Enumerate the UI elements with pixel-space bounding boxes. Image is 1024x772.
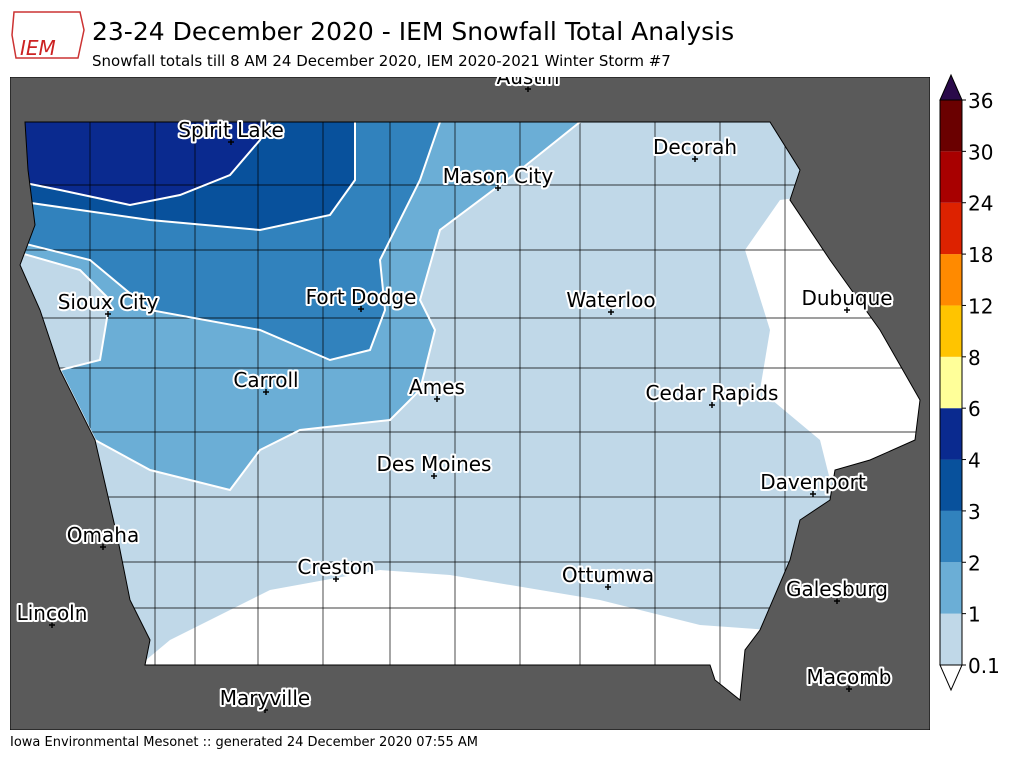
colorbar-tick-label: 3 <box>968 500 981 524</box>
city-label: Ottumwa <box>562 563 654 587</box>
city-label: Mason City <box>443 164 554 188</box>
city-label: Galesburg <box>786 577 888 601</box>
city-marker <box>358 306 364 312</box>
city-marker <box>709 402 715 408</box>
city-marker <box>846 686 852 692</box>
colorbar-tick-label: 30 <box>968 140 993 164</box>
city-marker <box>434 396 440 402</box>
city-marker <box>333 576 339 582</box>
colorbar-segment <box>940 100 962 152</box>
colorbar-segment <box>940 562 962 614</box>
colorbar-segment <box>940 202 962 255</box>
city-label: Carroll <box>233 368 298 392</box>
city-marker <box>228 139 234 145</box>
map: Austin Spirit Lake Decorah Mason City Sioux … <box>10 65 930 730</box>
colorbar-tick-label: 36 <box>968 89 993 113</box>
city-label: Omaha <box>67 523 139 547</box>
colorbar-frame <box>939 99 963 666</box>
city-label: Decorah <box>653 135 737 159</box>
cities: Austin Spirit Lake Decorah Mason City Sioux … <box>15 65 895 713</box>
colorbar-tick-label: 4 <box>968 449 981 473</box>
colorbar-segment <box>940 408 962 460</box>
colorbar-segment <box>940 613 962 665</box>
logo: IEM <box>11 11 85 60</box>
colorbar-segment <box>940 510 962 563</box>
city-marker <box>605 584 611 590</box>
colorbar-tick-label: 12 <box>968 294 993 318</box>
colorbar-tick-label: 24 <box>968 192 993 216</box>
logo-text: IEM <box>20 36 56 60</box>
colorbar-segment <box>940 151 962 203</box>
city-label: Waterloo <box>566 288 655 312</box>
city-marker <box>692 156 698 162</box>
city-label: Maryville <box>220 686 310 710</box>
colorbar-tick-label: 18 <box>968 243 993 267</box>
city-marker <box>49 622 55 628</box>
city-label: Ames <box>409 375 465 399</box>
city-label: Sioux City <box>58 290 159 314</box>
subtitle: Snowfall totals till 8 AM 24 December 20… <box>92 52 671 70</box>
city-marker <box>431 473 437 479</box>
city-label: Lincoln <box>17 601 88 625</box>
city-label: Fort Dodge <box>306 285 417 309</box>
colorbar-tick-label: 8 <box>968 346 981 370</box>
city-marker <box>495 185 501 191</box>
city-label: Creston <box>297 555 374 579</box>
city-label: Dubuque <box>801 286 892 310</box>
colorbar-tick-label: 2 <box>968 551 981 575</box>
colorbar-segment <box>940 356 962 409</box>
city-label: Austin <box>497 65 560 89</box>
colorbar-segment <box>940 459 962 511</box>
footer: Iowa Environmental Mesonet :: generated … <box>10 735 478 750</box>
colorbar-tick-label: 1 <box>968 603 981 627</box>
city-marker <box>810 491 816 497</box>
city-label: Macomb <box>807 665 892 689</box>
colorbar-tick-label: 0.1 <box>968 654 1000 678</box>
city-label: Cedar Rapids <box>646 381 779 405</box>
city-marker <box>105 311 111 317</box>
city-label: Davenport <box>760 470 866 494</box>
title: 23-24 December 2020 - IEM Snowfall Total… <box>92 17 734 46</box>
colorbar-tick-label: 6 <box>968 397 981 421</box>
city-marker <box>525 86 531 92</box>
colorbar-under <box>939 664 963 692</box>
city-marker <box>834 598 840 604</box>
colorbar-over <box>939 73 963 101</box>
city-marker <box>844 307 850 313</box>
city-label: Spirit Lake <box>178 118 284 142</box>
state <box>20 122 920 700</box>
city-label: Des Moines <box>377 452 492 476</box>
colorbar-segment <box>940 254 962 306</box>
colorbar-segment <box>940 305 962 357</box>
city-marker <box>263 389 269 395</box>
city-marker <box>262 707 268 713</box>
city-marker <box>608 309 614 315</box>
city-marker <box>100 544 106 550</box>
